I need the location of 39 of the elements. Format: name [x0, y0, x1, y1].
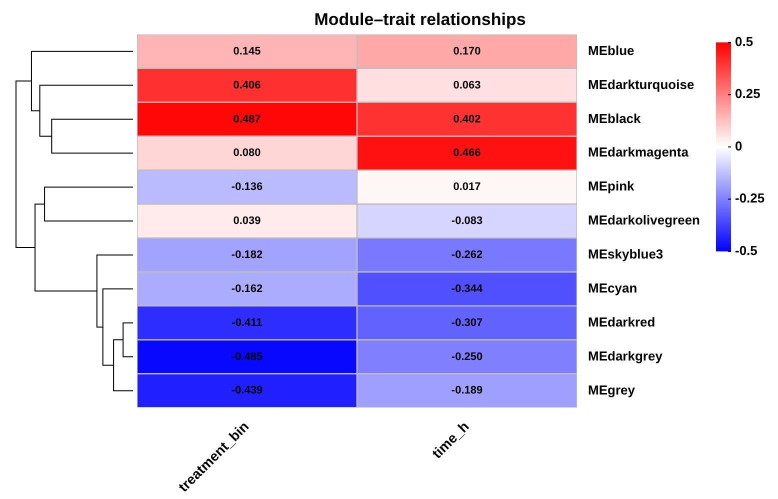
data-label: 0.487: [233, 113, 261, 126]
data-label: -0.250: [451, 350, 483, 363]
data-label: -0.083: [451, 215, 483, 228]
data-label: 0.466: [453, 147, 481, 160]
color-bar-label: 0: [735, 138, 742, 154]
y-tick-label: MEpink: [588, 178, 636, 194]
data-label: -0.485: [231, 350, 263, 363]
y-tick-label: MEdarkred: [588, 314, 656, 330]
y-tick-label: MEblack: [588, 110, 642, 126]
y-tick-label: MEblue: [588, 42, 634, 58]
y-tick-label: MEcyan: [588, 280, 638, 296]
data-label: -0.307: [451, 316, 483, 329]
data-label: -0.162: [231, 282, 263, 295]
data-label: 0.080: [233, 147, 261, 160]
data-label: -0.189: [451, 384, 483, 397]
y-tick-label: MEdarkgrey: [588, 348, 664, 364]
data-label: -0.439: [231, 384, 263, 397]
y-tick-label: MEdarkturquoise: [588, 76, 694, 92]
data-label: -0.411: [232, 316, 262, 329]
y-tick-label: MEdarkolivegreen: [588, 212, 700, 228]
color-bar-label: -0.25: [735, 190, 765, 206]
data-label: -0.262: [451, 248, 483, 261]
data-label: 0.406: [233, 79, 261, 92]
data-label: 0.039: [233, 215, 261, 228]
y-tick-label: MEskyblue3: [588, 246, 664, 262]
data-label: 0.063: [453, 79, 481, 92]
data-label: 0.170: [453, 45, 481, 58]
data-label: -0.136: [231, 181, 263, 194]
y-tick-label: MEgrey: [588, 382, 636, 398]
chart-title: Module–trait relationships: [314, 10, 526, 29]
color-bar-label: 0.25: [735, 86, 760, 102]
data-label: -0.182: [231, 248, 263, 261]
data-label: 0.145: [233, 45, 261, 58]
color-bar-label: 0.5: [735, 34, 754, 49]
data-label: 0.402: [453, 113, 481, 126]
color-bar-label: -0.5: [735, 243, 758, 258]
data-label: 0.017: [453, 181, 481, 194]
data-label: -0.344: [451, 282, 484, 295]
y-tick-label: MEdarkmagenta: [588, 144, 690, 160]
